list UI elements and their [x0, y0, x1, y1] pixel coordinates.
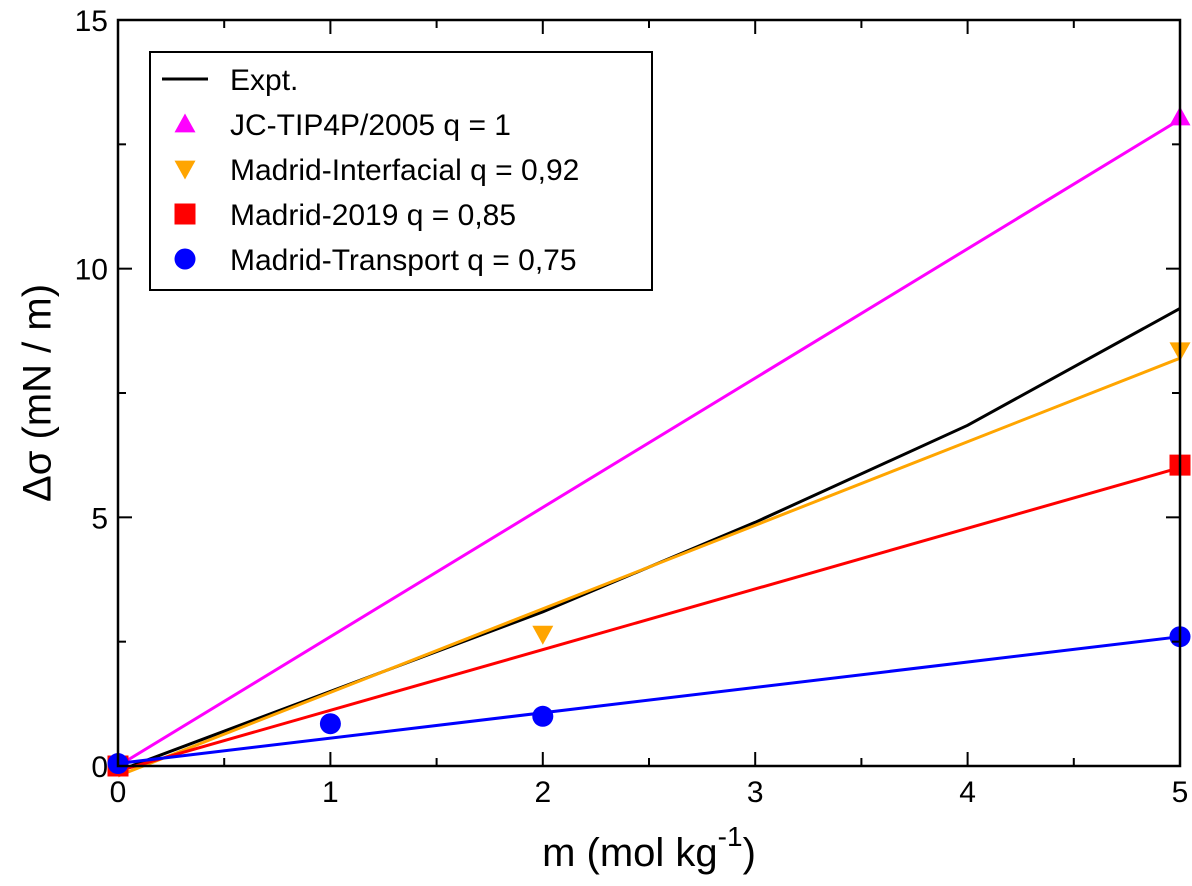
series-line-madrid-2019-q-0-85: [117, 466, 1181, 773]
legend-marker-swatch: [174, 113, 196, 133]
legend-item-madrid-transport-q-0-75: Madrid-Transport q = 0,75: [174, 244, 577, 277]
series-line-madrid-transport-q-0-75: [117, 635, 1181, 766]
series-madrid-transport-q-0-75: [107, 626, 1191, 775]
data-point-madrid-interfacial-q-0-92: [532, 625, 554, 645]
y-axis-title: Δσ (mN / m): [16, 284, 60, 502]
legend-items: Expt. JC-TIP4P/2005 q = 1 Madrid-Interfaci…: [162, 64, 579, 277]
legend-label: Madrid-Transport q = 0,75: [230, 244, 577, 277]
series-madrid-2019-q-0-85: [107, 454, 1191, 777]
legend-box: [149, 51, 653, 291]
y-tick-label: 15: [75, 5, 108, 38]
series-line-madrid-interfacial-q-0-92: [117, 356, 1181, 778]
data-point-madrid-transport-q-0-75: [532, 705, 554, 727]
legend-marker-swatch: [174, 160, 196, 180]
legend-label: Expt.: [230, 64, 298, 97]
series-line-jc-tip4p-2005-q-1: [117, 118, 1181, 768]
legend-item-madrid-interfacial-q-0-92: Madrid-Interfacial q = 0,92: [174, 154, 579, 187]
legend-label: Madrid-2019 q = 0,85: [230, 199, 516, 232]
tick-labels-layer: 0 1 2 3 4 5 0 5 10 15: [75, 5, 1189, 809]
legend-marker-swatch: [174, 248, 196, 270]
x-axis-title-tail: ): [743, 831, 756, 875]
x-tick-label: 0: [110, 776, 127, 809]
x-tick-label: 4: [959, 776, 976, 809]
y-tick-label: 0: [91, 751, 108, 784]
legend: Expt. JC-TIP4P/2005 q = 1 Madrid-Interfaci…: [149, 51, 653, 291]
x-tick-label: 2: [534, 776, 551, 809]
legend-label: Madrid-Interfacial q = 0,92: [230, 154, 579, 187]
x-tick-label: 1: [322, 776, 339, 809]
x-tick-label: 3: [747, 776, 764, 809]
x-axis-title: m (mol kg-1): [542, 821, 756, 875]
series-line-expt: [117, 307, 1181, 773]
x-tick-label: 5: [1172, 776, 1189, 809]
y-tick-label: 5: [91, 502, 108, 535]
series-expt: [117, 307, 1181, 773]
legend-label: JC-TIP4P/2005 q = 1: [230, 109, 511, 142]
legend-item-madrid-2019-q-0-85: Madrid-2019 q = 0,85: [174, 199, 516, 232]
x-axis-title-sup: -1: [718, 821, 743, 852]
legend-marker-swatch: [174, 203, 196, 225]
data-point-madrid-transport-q-0-75: [319, 713, 341, 735]
y-tick-label: 10: [75, 254, 108, 287]
x-axis-title-base: m (mol kg: [542, 831, 718, 875]
legend-item-expt: Expt.: [162, 64, 298, 97]
legend-item-jc-tip4p-2005-q-1: JC-TIP4P/2005 q = 1: [174, 109, 511, 142]
ticks-layer: [117, 19, 1181, 767]
